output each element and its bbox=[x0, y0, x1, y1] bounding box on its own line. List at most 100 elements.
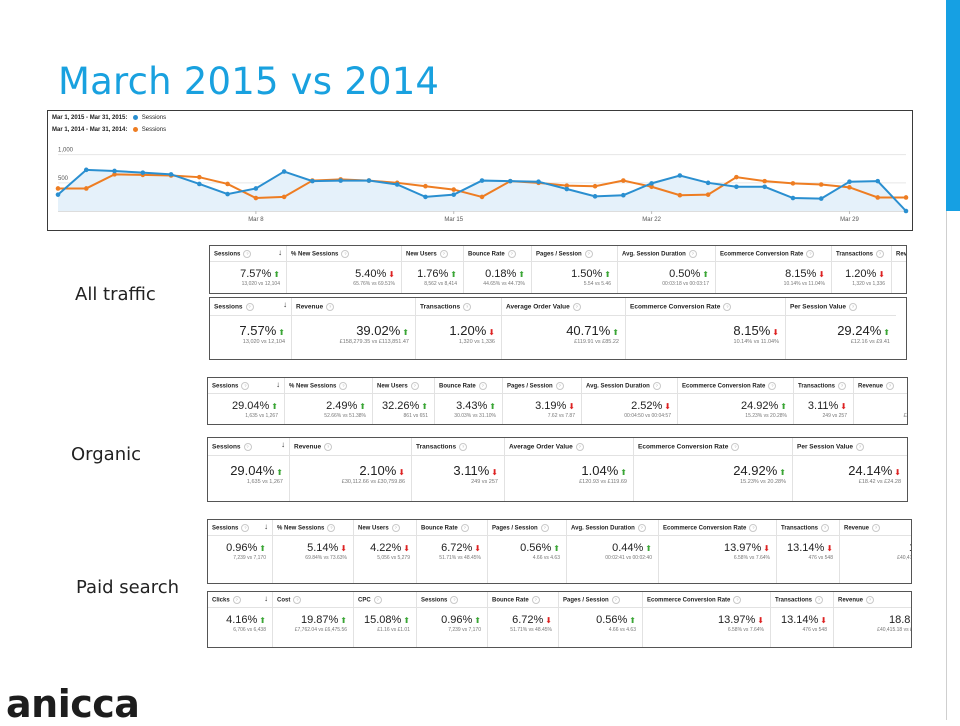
help-icon[interactable]: ? bbox=[838, 382, 847, 390]
help-icon[interactable]: ? bbox=[733, 596, 742, 604]
metric-header[interactable]: Transactions? bbox=[832, 246, 891, 262]
help-icon[interactable]: ? bbox=[327, 524, 336, 532]
metric-header[interactable]: Sessions? ↓ bbox=[208, 438, 289, 456]
metric-header[interactable]: New Users? bbox=[373, 378, 434, 394]
help-icon[interactable]: ? bbox=[806, 250, 815, 258]
help-icon[interactable]: ? bbox=[341, 250, 350, 258]
metric-header[interactable]: Pages / Session? bbox=[532, 246, 617, 262]
metric-header[interactable]: Ecommerce Conversion Rate? bbox=[678, 378, 793, 394]
help-icon[interactable]: ? bbox=[723, 303, 732, 311]
metric-header[interactable]: % New Sessions? bbox=[273, 520, 353, 536]
help-icon[interactable]: ? bbox=[373, 596, 382, 604]
sort-down-icon[interactable]: ↓ bbox=[276, 380, 280, 389]
help-icon[interactable]: ? bbox=[243, 443, 252, 451]
help-icon[interactable]: ? bbox=[326, 303, 335, 311]
metric-header[interactable]: Ecommerce Conversion Rate? bbox=[626, 298, 785, 316]
metric-header[interactable]: Bounce Rate? bbox=[464, 246, 531, 262]
metric-header[interactable]: Pages / Session? bbox=[559, 592, 642, 608]
metric-header[interactable]: Pages / Session? bbox=[488, 520, 566, 536]
help-icon[interactable]: ? bbox=[245, 303, 254, 311]
metric-header[interactable]: Ecommerce Conversion Rate? bbox=[716, 246, 831, 262]
help-icon[interactable]: ? bbox=[391, 524, 400, 532]
help-icon[interactable]: ? bbox=[652, 382, 661, 390]
help-icon[interactable]: ? bbox=[410, 382, 419, 390]
help-icon[interactable]: ? bbox=[339, 382, 348, 390]
help-icon[interactable]: ? bbox=[463, 303, 472, 311]
metric-header[interactable]: Avg. Session Duration? bbox=[567, 520, 658, 536]
metric-header[interactable]: Transactions? bbox=[412, 438, 504, 456]
help-icon[interactable]: ? bbox=[768, 382, 777, 390]
metric-header[interactable]: Per Session Value? bbox=[786, 298, 896, 316]
help-icon[interactable]: ? bbox=[460, 524, 469, 532]
sort-down-icon[interactable]: ↓ bbox=[264, 594, 268, 603]
help-icon[interactable]: ? bbox=[886, 382, 895, 390]
metric-header[interactable]: Ecommerce Conversion Rate? bbox=[643, 592, 770, 608]
help-icon[interactable]: ? bbox=[611, 596, 620, 604]
help-icon[interactable]: ? bbox=[637, 524, 646, 532]
help-icon[interactable]: ? bbox=[324, 443, 333, 451]
help-icon[interactable]: ? bbox=[731, 443, 740, 451]
help-icon[interactable]: ? bbox=[243, 250, 252, 258]
help-icon[interactable]: ? bbox=[821, 524, 830, 532]
help-icon[interactable]: ? bbox=[531, 596, 540, 604]
metric-header[interactable]: Transactions? bbox=[794, 378, 853, 394]
help-icon[interactable]: ? bbox=[584, 250, 593, 258]
help-icon[interactable]: ? bbox=[872, 524, 881, 532]
sort-down-icon[interactable]: ↓ bbox=[278, 248, 282, 257]
help-icon[interactable]: ? bbox=[459, 443, 468, 451]
help-icon[interactable]: ? bbox=[572, 303, 581, 311]
help-icon[interactable]: ? bbox=[815, 596, 824, 604]
metric-header[interactable]: CPC? bbox=[354, 592, 416, 608]
metric-header[interactable]: Sessions? ↓ bbox=[210, 246, 286, 262]
help-icon[interactable]: ? bbox=[555, 382, 564, 390]
help-icon[interactable]: ? bbox=[866, 596, 875, 604]
help-icon[interactable]: ? bbox=[232, 596, 241, 604]
metric-header[interactable]: Clicks? ↓ bbox=[208, 592, 272, 608]
help-icon[interactable]: ? bbox=[540, 524, 549, 532]
metric-header[interactable]: % New Sessions? bbox=[285, 378, 372, 394]
metric-header[interactable]: Revenue? bbox=[840, 520, 911, 536]
help-icon[interactable]: ? bbox=[849, 303, 858, 311]
help-icon[interactable]: ? bbox=[478, 382, 487, 390]
metric-header[interactable]: Revenue? bbox=[834, 592, 911, 608]
metric-header[interactable]: Cost? bbox=[273, 592, 353, 608]
metric-header[interactable]: Sessions? ↓ bbox=[210, 298, 291, 316]
help-icon[interactable]: ? bbox=[688, 250, 697, 258]
metric-header[interactable]: Sessions? bbox=[417, 592, 487, 608]
metric-header[interactable]: Per Session Value? bbox=[793, 438, 907, 456]
help-icon[interactable]: ? bbox=[749, 524, 758, 532]
metric-header[interactable]: Revenue? bbox=[854, 378, 907, 394]
metric-header[interactable]: Revenue? bbox=[292, 298, 415, 316]
help-icon[interactable]: ? bbox=[575, 443, 584, 451]
metric-header[interactable]: Transactions? bbox=[771, 592, 833, 608]
help-icon[interactable]: ? bbox=[876, 250, 885, 258]
metric-header[interactable]: Bounce Rate? bbox=[435, 378, 502, 394]
metric-header[interactable]: Average Order Value? bbox=[502, 298, 625, 316]
help-icon[interactable]: ? bbox=[241, 524, 250, 532]
help-icon[interactable]: ? bbox=[450, 596, 459, 604]
metric-header[interactable]: New Users? bbox=[402, 246, 463, 262]
metric-header[interactable]: Revenue? bbox=[892, 246, 906, 262]
metric-header[interactable]: % New Sessions? bbox=[287, 246, 401, 262]
metric-header[interactable]: Ecommerce Conversion Rate? bbox=[634, 438, 792, 456]
help-icon[interactable]: ? bbox=[507, 250, 516, 258]
metric-header[interactable]: Avg. Session Duration? bbox=[618, 246, 715, 262]
help-icon[interactable]: ? bbox=[293, 596, 302, 604]
help-icon[interactable]: ? bbox=[439, 250, 448, 258]
metric-header[interactable]: Pages / Session? bbox=[503, 378, 581, 394]
metric-header[interactable]: Average Order Value? bbox=[505, 438, 633, 456]
help-icon[interactable]: ? bbox=[856, 443, 865, 451]
metric-header[interactable]: Bounce Rate? bbox=[488, 592, 558, 608]
metric-header[interactable]: Transactions? bbox=[416, 298, 501, 316]
sort-down-icon[interactable]: ↓ bbox=[283, 300, 287, 309]
help-icon[interactable]: ? bbox=[241, 382, 250, 390]
metric-header[interactable]: Ecommerce Conversion Rate? bbox=[659, 520, 776, 536]
metric-header[interactable]: Revenue? bbox=[290, 438, 411, 456]
metric-header[interactable]: New Users? bbox=[354, 520, 416, 536]
sort-down-icon[interactable]: ↓ bbox=[264, 522, 268, 531]
metric-header[interactable]: Sessions? ↓ bbox=[208, 378, 284, 394]
sort-down-icon[interactable]: ↓ bbox=[281, 440, 285, 449]
metric-header[interactable]: Transactions? bbox=[777, 520, 839, 536]
metric-header[interactable]: Avg. Session Duration? bbox=[582, 378, 677, 394]
metric-header[interactable]: Bounce Rate? bbox=[417, 520, 487, 536]
